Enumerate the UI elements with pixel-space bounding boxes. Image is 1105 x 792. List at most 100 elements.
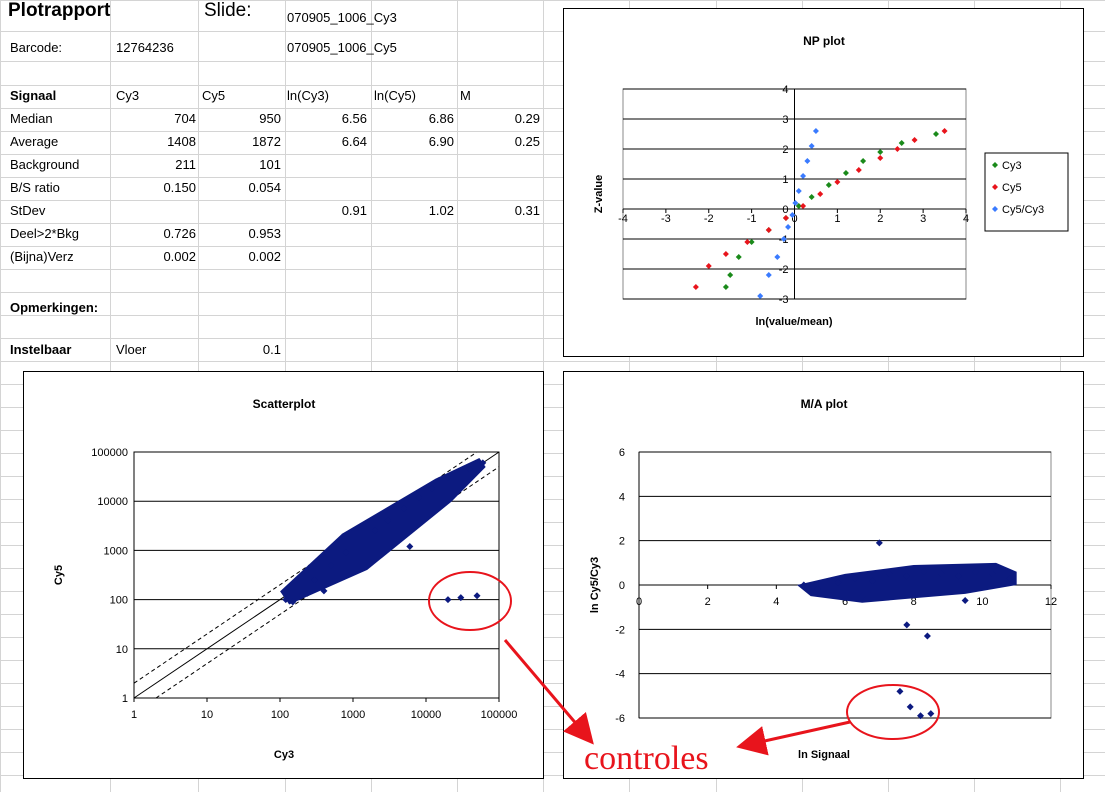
slide-label: Slide: <box>204 0 252 21</box>
np-point <box>898 140 905 146</box>
row-5-label[interactable]: Deel>2*Bkg <box>10 226 80 241</box>
ma-point <box>961 597 969 605</box>
np-xtick-label: -2 <box>704 213 714 225</box>
ma-point <box>903 621 911 629</box>
np-point <box>941 128 948 134</box>
ma-xtick-label: 8 <box>911 596 917 608</box>
scatter-point <box>282 596 290 604</box>
row-3-cy5[interactable]: 0.054 <box>248 180 281 195</box>
row-1-cy5[interactable]: 1872 <box>252 134 281 149</box>
np-point <box>817 191 824 197</box>
ma-point <box>903 572 911 580</box>
scatter-point <box>320 587 328 595</box>
np-legend-label: Cy3 <box>1002 160 1022 172</box>
np-ytick-label: 4 <box>782 84 788 96</box>
ma-plot-chart[interactable]: M/A plot -6 -4 -2 0 2 4 6 0 2 4 6 8 10 12 ln Signaal ln … <box>563 371 1084 779</box>
row-5-cy3[interactable]: 0.726 <box>163 226 196 241</box>
header-lncy5: ln(Cy5) <box>374 88 416 103</box>
np-xtick-label: 4 <box>963 213 969 225</box>
scatter-point <box>406 543 414 551</box>
scatterplot-chart[interactable]: Scatterplot 1 10 100 1000 10000 100000 1 10 100 10… <box>23 371 544 779</box>
row-3-cy3[interactable]: 0.150 <box>163 180 196 195</box>
ma-point <box>920 568 928 576</box>
scatter-ytick-label: 1 <box>122 693 128 705</box>
vloer-label: Vloer <box>116 342 147 357</box>
row-0-cy5[interactable]: 950 <box>259 111 281 126</box>
row-1-lncy5[interactable]: 6.90 <box>428 134 454 149</box>
row-6-cy3[interactable]: 0.002 <box>163 249 196 264</box>
scatter-point <box>466 465 474 473</box>
scatter-ylabel: Cy5 <box>53 565 65 585</box>
scatter-point <box>479 459 487 467</box>
scatter-point <box>327 561 335 569</box>
row-5-cy5[interactable]: 0.953 <box>248 226 281 241</box>
ma-xtick-label: 6 <box>842 596 848 608</box>
np-point <box>735 254 742 260</box>
ma-point <box>875 539 883 547</box>
np-point <box>722 284 729 290</box>
row-0-lncy3[interactable]: 6.56 <box>341 111 367 126</box>
ma-point-cloud <box>796 562 1017 603</box>
row-4-label[interactable]: StDev <box>10 203 46 218</box>
np-plot-chart[interactable]: NP plot-4-3-2-101234-3-2-101234ln(value/… <box>563 8 1084 357</box>
vloer-value[interactable]: 0.1 <box>262 342 281 357</box>
row-2-cy3[interactable]: 211 <box>175 157 196 172</box>
row-6-label[interactable]: (Bijna)Verz <box>10 249 74 264</box>
header-lncy3: ln(Cy3) <box>287 88 329 103</box>
np-point <box>808 143 815 149</box>
np-legend-marker <box>992 162 998 168</box>
np-legend-box <box>984 152 1069 232</box>
row-1-lncy3[interactable]: 6.64 <box>341 134 367 149</box>
row-0-m[interactable]: 0.29 <box>514 111 540 126</box>
instelbaar-label: Instelbaar <box>10 342 72 357</box>
scatter-point <box>428 485 436 493</box>
slide-cy5[interactable]: 070905_1006_Cy5 <box>287 40 397 55</box>
ma-xtick-label: 4 <box>773 596 779 608</box>
row-4-lncy3[interactable]: 0.91 <box>341 203 367 218</box>
ma-ytick-label: 4 <box>619 491 625 503</box>
barcode-label: Barcode: <box>10 40 63 55</box>
row-4-m[interactable]: 0.31 <box>514 203 540 218</box>
np-xlabel: ln(value/mean) <box>755 316 832 328</box>
row-2-cy5[interactable]: 101 <box>259 157 281 172</box>
row-4-lncy5[interactable]: 1.02 <box>428 203 454 218</box>
barcode-value[interactable]: 12764236 <box>116 40 174 55</box>
ma-point <box>800 581 808 589</box>
row-1-label[interactable]: Average <box>10 134 59 149</box>
ma-point <box>954 572 962 580</box>
ma-ytick-label: -2 <box>615 624 625 636</box>
row-6-cy5[interactable]: 0.002 <box>248 249 281 264</box>
np-plot-svg: NP plot-4-3-2-101234-3-2-101234ln(value/… <box>593 34 1069 328</box>
np-point <box>785 224 792 230</box>
row-3-label[interactable]: B/S ratio <box>10 180 60 195</box>
np-point <box>765 227 772 233</box>
ma-point <box>868 577 876 585</box>
scatter-xtick-label: 10 <box>201 709 213 721</box>
slide-cy3[interactable]: 070905_1006_Cy3 <box>287 10 397 25</box>
opmerkingen-label: Opmerkingen: <box>10 300 99 315</box>
ma-xtick-label: 12 <box>1045 596 1057 608</box>
ma-point <box>1006 574 1014 582</box>
np-ytick-label: 2 <box>782 144 788 156</box>
row-0-label[interactable]: Median <box>10 111 53 126</box>
np-point <box>727 272 734 278</box>
np-xtick-label: 3 <box>920 213 926 225</box>
row-1-m[interactable]: 0.25 <box>514 134 540 149</box>
np-point <box>860 158 867 164</box>
np-point <box>808 194 815 200</box>
np-point <box>894 146 901 152</box>
np-point <box>842 170 849 176</box>
np-xtick-label: 0 <box>791 213 797 225</box>
row-1-cy3[interactable]: 1408 <box>167 134 196 149</box>
scatter-ytick-label: 100000 <box>91 447 128 459</box>
row-0-lncy5[interactable]: 6.86 <box>428 111 454 126</box>
ma-ytick-label: 6 <box>619 447 625 459</box>
np-point <box>774 254 781 260</box>
scatter-title: Scatterplot <box>253 397 316 411</box>
scatter-xtick-label: 1000 <box>341 709 365 721</box>
np-point <box>744 239 751 245</box>
ma-point <box>886 570 894 578</box>
row-2-label[interactable]: Background <box>10 157 80 172</box>
row-0-cy3[interactable]: 704 <box>174 111 196 126</box>
scatter-point <box>415 493 423 501</box>
